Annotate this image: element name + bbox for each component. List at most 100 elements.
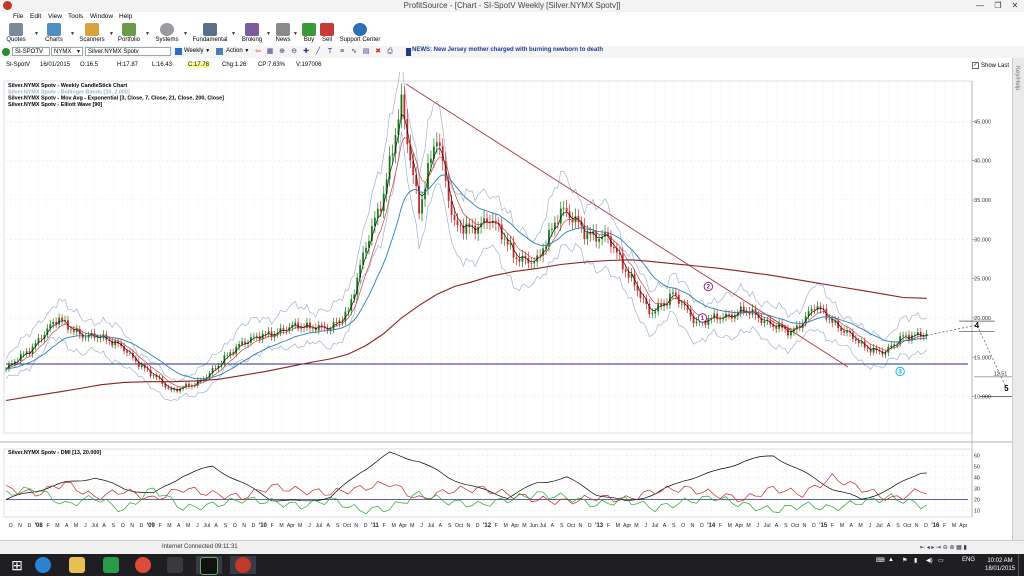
crosshair-icon[interactable]: ✚ bbox=[303, 48, 309, 55]
menu-view[interactable]: View bbox=[48, 13, 62, 20]
taskbar-video[interactable] bbox=[162, 556, 188, 574]
network-icon[interactable]: ▮ bbox=[914, 558, 918, 564]
taskbar-store[interactable] bbox=[98, 556, 124, 574]
language-indicator[interactable]: ENG bbox=[962, 557, 976, 563]
candle-body bbox=[217, 365, 220, 369]
broking-button[interactable]: Broking bbox=[238, 23, 266, 43]
close-button[interactable]: ✕ bbox=[1011, 1, 1019, 10]
fundamental-button[interactable]: Fundamental bbox=[190, 23, 230, 43]
start-button[interactable]: ⊞ bbox=[4, 556, 30, 574]
taskbar-profitsource-1[interactable] bbox=[196, 556, 222, 575]
support-center-button[interactable]: Support Center bbox=[338, 23, 382, 43]
candle-body bbox=[480, 223, 482, 228]
battery-icon[interactable]: ▭ bbox=[938, 558, 944, 564]
vertical-panel[interactable]: Key/Help bbox=[1012, 58, 1024, 540]
x-tick-label: M bbox=[391, 523, 395, 529]
scanners-button[interactable]: Scanners bbox=[78, 23, 106, 43]
indicator-icon[interactable]: ∿ bbox=[351, 48, 357, 55]
charts-dropdown-icon[interactable]: ▼ bbox=[70, 31, 75, 37]
broking-dropdown-icon[interactable]: ▼ bbox=[266, 31, 271, 37]
news-dropdown-icon[interactable]: ▼ bbox=[293, 31, 298, 37]
period-select[interactable]: Weekly ▼ bbox=[184, 48, 211, 54]
show-desktop-button[interactable] bbox=[1018, 554, 1024, 576]
candle-body bbox=[816, 306, 819, 310]
arrow-left-icon[interactable]: ⇦ bbox=[255, 48, 261, 55]
systems-dropdown-icon[interactable]: ▼ bbox=[183, 31, 188, 37]
app-logo-icon[interactable] bbox=[3, 1, 12, 10]
x-tick-label: D bbox=[476, 523, 480, 529]
nav-buttons[interactable]: ⇤ ◂ ▸ ⇥ ⊖ ⊕ ▦ ▮ bbox=[920, 545, 967, 551]
candle-body bbox=[158, 377, 161, 379]
x-tick-label: S bbox=[112, 523, 116, 529]
candle-body bbox=[601, 236, 603, 240]
action-menu[interactable]: Action ▼ bbox=[226, 48, 250, 54]
quote-bar: SI-SpotV 16/01/2015 O:16.5 H:17.87 L:16.… bbox=[0, 58, 1012, 73]
candle-body bbox=[766, 320, 769, 322]
profitsource-icon bbox=[200, 557, 218, 575]
quotes-button[interactable]: Quotes bbox=[4, 23, 28, 43]
security-name-field[interactable]: Silver.NYMX Spotv bbox=[85, 47, 171, 56]
x-tick-label: A bbox=[214, 523, 218, 529]
menu-file[interactable]: File bbox=[13, 13, 24, 20]
menu-window[interactable]: Window bbox=[90, 13, 114, 20]
quote-change-pct: CP:7.63% bbox=[258, 62, 286, 68]
menu-edit[interactable]: Edit bbox=[30, 13, 42, 20]
x-tick-label: D bbox=[27, 523, 31, 529]
quotes-dropdown-icon[interactable]: ▼ bbox=[34, 31, 39, 37]
charts-icon bbox=[47, 23, 61, 36]
taskbar-chrome[interactable] bbox=[130, 556, 156, 574]
key-help-tab[interactable]: Key/Help bbox=[1014, 66, 1020, 91]
candle-body bbox=[875, 347, 878, 351]
candle-body bbox=[28, 351, 31, 355]
taskbar-explorer[interactable] bbox=[64, 556, 90, 574]
grid-icon[interactable]: ▦ bbox=[266, 48, 274, 55]
candle-body bbox=[49, 324, 52, 329]
candle-body bbox=[580, 222, 583, 226]
restore-button[interactable]: ❐ bbox=[994, 1, 1002, 10]
show-last-toggle[interactable]: ✓ Show Last bbox=[972, 62, 1010, 70]
candle-body bbox=[846, 330, 848, 333]
fundamental-dropdown-icon[interactable]: ▼ bbox=[231, 31, 236, 37]
keyboard-icon[interactable]: ⌨ bbox=[876, 558, 885, 564]
taskbar-profitsource-2[interactable] bbox=[230, 556, 256, 574]
news-button[interactable]: News bbox=[272, 23, 294, 43]
symbol-input[interactable]: SI-SPOTV bbox=[12, 47, 50, 56]
candle-body bbox=[368, 240, 370, 248]
candle-body bbox=[680, 303, 683, 305]
portfolio-dropdown-icon[interactable]: ▼ bbox=[145, 31, 150, 37]
candle-body bbox=[114, 341, 117, 346]
menu-tools[interactable]: Tools bbox=[68, 13, 84, 20]
taskbar-ie[interactable] bbox=[30, 556, 56, 574]
sell-button[interactable]: Sell bbox=[318, 23, 336, 43]
candle-body bbox=[503, 238, 506, 240]
delete-icon[interactable]: ✖ bbox=[375, 48, 381, 55]
zoom-in-icon[interactable]: ⊕ bbox=[279, 48, 285, 55]
flag-icon[interactable]: ⚑ bbox=[902, 558, 908, 564]
scanners-dropdown-icon[interactable]: ▼ bbox=[109, 31, 114, 37]
zoom-out-icon[interactable]: ⊖ bbox=[291, 48, 297, 55]
buy-button[interactable]: Buy bbox=[300, 23, 318, 43]
candle-body bbox=[860, 341, 863, 344]
candle-body bbox=[282, 328, 285, 331]
volume-icon[interactable]: ◀) bbox=[926, 558, 933, 564]
minimize-button[interactable]: — bbox=[976, 1, 984, 10]
print-icon[interactable]: ⎙ bbox=[387, 48, 393, 55]
portfolio-button[interactable]: Portfolio bbox=[115, 23, 143, 43]
candle-body bbox=[707, 319, 710, 325]
systems-button[interactable]: Systems bbox=[153, 23, 181, 43]
candle-body bbox=[521, 255, 524, 262]
draw-line-icon[interactable]: ╱ bbox=[315, 48, 321, 55]
charts-button[interactable]: Charts bbox=[42, 23, 66, 43]
tray-up-icon[interactable]: ▲ bbox=[888, 557, 894, 563]
text-icon[interactable]: T bbox=[327, 48, 333, 55]
menu-help[interactable]: Help bbox=[119, 13, 133, 20]
price-target-label: 12.51 bbox=[994, 371, 1008, 377]
price-chart[interactable]: Silver.NYMX Spotv - Weekly CandleStick C… bbox=[0, 72, 1012, 540]
exchange-select[interactable]: NYMX ▼ bbox=[51, 47, 83, 56]
fibonacci-icon[interactable]: ≡ bbox=[339, 48, 345, 55]
system-clock[interactable]: 10:02 AM 18/01/2015 bbox=[985, 558, 1016, 572]
layout-icon[interactable]: ▤ bbox=[362, 48, 370, 55]
candle-body bbox=[258, 335, 261, 340]
news-ticker[interactable]: NEWS: New Jersey mother charged with bur… bbox=[412, 47, 604, 53]
candle-body bbox=[167, 387, 170, 389]
